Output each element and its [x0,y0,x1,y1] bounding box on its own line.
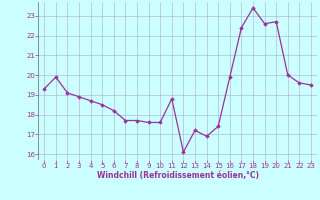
X-axis label: Windchill (Refroidissement éolien,°C): Windchill (Refroidissement éolien,°C) [97,171,259,180]
